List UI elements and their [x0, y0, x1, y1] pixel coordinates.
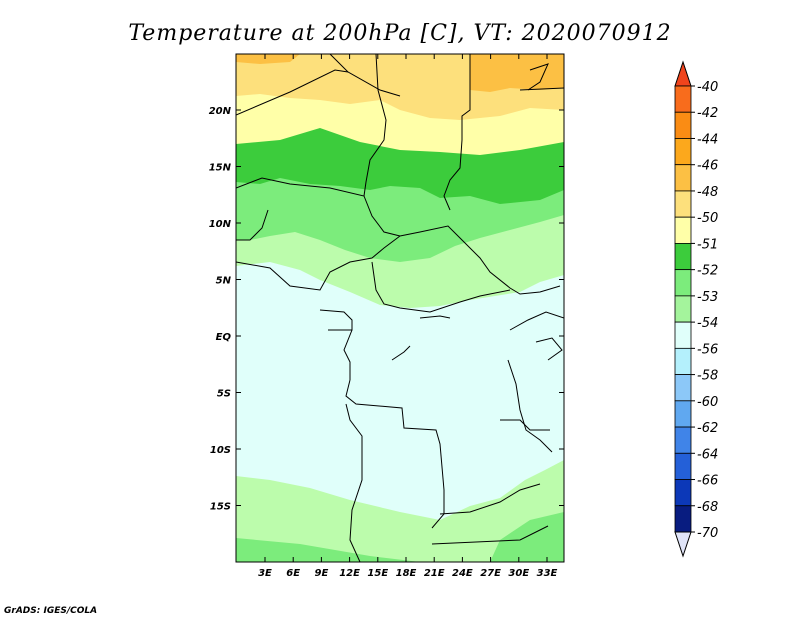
lon-tick-label: 33E: [537, 568, 558, 579]
temp-band-minus-54: [236, 460, 564, 562]
temp-band-minus-48: [236, 54, 300, 64]
lon-tick-label: 12E: [339, 568, 360, 579]
temperature-field: [236, 54, 564, 562]
temp-band-minus-53: [236, 538, 420, 562]
colorbar-segment: [674, 426, 692, 454]
colorbar-segment: [674, 85, 692, 113]
lat-tick-label: 20N: [209, 106, 232, 117]
colorbar: -40 -42 -44 -46 -48 -50 -51 -52 -53 -54 -56 -58 -60 -…: [674, 60, 718, 558]
colorbar-segment: [674, 505, 692, 533]
chart-title: Temperature at 200hPa [C], VT: 202007091…: [128, 21, 671, 46]
lon-tick-label: 18E: [396, 568, 417, 579]
colorbar-label: -64: [697, 447, 718, 462]
latitude-axis: 20N 15N 10N 5N EQ 5S 10S 15S: [209, 106, 564, 513]
lat-tick-label: 5N: [216, 276, 232, 287]
lat-tick-label: 10S: [210, 445, 231, 456]
colorbar-label: -58: [697, 369, 718, 384]
lon-tick-label: 21E: [424, 568, 445, 579]
colorbar-label: -42: [697, 106, 718, 121]
colorbar-label: -53: [697, 290, 718, 305]
colorbar-label: -62: [697, 421, 718, 436]
colorbar-segment: [674, 164, 692, 192]
lat-tick-label: 15N: [209, 163, 232, 174]
colorbar-label: -50: [697, 211, 718, 226]
grads-credit: GrADS: IGES/COLA: [4, 606, 97, 616]
colorbar-segment: [674, 400, 692, 428]
lat-tick-label: 15S: [210, 502, 231, 513]
colorbar-label: -56: [697, 342, 718, 357]
colorbar-label: -60: [697, 395, 718, 410]
lon-tick-label: 30E: [508, 568, 529, 579]
longitude-axis: 3E 6E 9E 12E 15E 18E 21E 24E 27E 30E 33E: [258, 54, 558, 579]
colorbar-segment: [674, 321, 692, 349]
country-borders: [236, 54, 564, 562]
lon-tick-label: 27E: [480, 568, 501, 579]
colorbar-label: -52: [697, 264, 718, 279]
colorbar-segment: [674, 347, 692, 375]
colorbar-label: -44: [697, 132, 718, 147]
colorbar-segment: [674, 243, 692, 271]
colorbar-segment: [674, 190, 692, 218]
map-frame: [235, 53, 565, 563]
temp-band-minus-48: [470, 54, 564, 92]
colorbar-segment: [674, 295, 692, 323]
colorbar-segment: [674, 60, 692, 87]
lat-tick-label: 5S: [217, 389, 231, 400]
colorbar-segment: [674, 111, 692, 139]
colorbar-label: -51: [697, 237, 718, 252]
colorbar-label: -46: [697, 159, 718, 174]
lon-tick-label: 15E: [367, 568, 388, 579]
lon-tick-label: 9E: [315, 568, 329, 579]
colorbar-label: -66: [697, 474, 718, 489]
lat-tick-label: 10N: [209, 219, 232, 230]
lon-tick-label: 3E: [258, 568, 272, 579]
colorbar-label: -48: [697, 185, 718, 200]
temp-band-minus-52: [236, 124, 564, 204]
colorbar-label: -68: [697, 500, 718, 515]
colorbar-segment: [674, 452, 692, 480]
colorbar-segment: [674, 138, 692, 166]
colorbar-segment: [674, 216, 692, 244]
colorbar-segment: [674, 374, 692, 402]
lat-tick-label: EQ: [216, 332, 232, 343]
colorbar-label: -70: [697, 526, 718, 541]
colorbar-segment: [674, 269, 692, 297]
lon-tick-label: 24E: [452, 568, 473, 579]
colorbar-label: -54: [697, 316, 718, 331]
colorbar-segment: [674, 531, 692, 558]
lon-tick-label: 6E: [286, 568, 300, 579]
colorbar-label: -40: [697, 80, 718, 95]
colorbar-segment: [674, 479, 692, 507]
